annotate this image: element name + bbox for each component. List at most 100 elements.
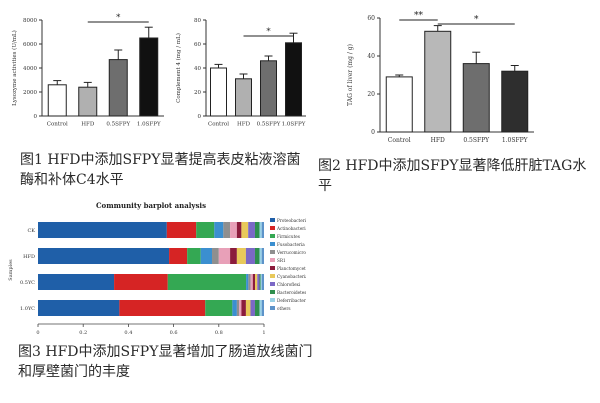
bar — [501, 70, 529, 133]
legend-label: Cyanobacteria — [277, 274, 306, 279]
legend-label: others — [277, 306, 291, 311]
x-tick-label: HFD — [81, 122, 95, 128]
y-tick-label: 40 — [194, 66, 201, 72]
figure3-caption: 图3 HFD中添加SFPY显著增加了肠道放线菌门 和厚壁菌门的丰度 — [18, 342, 318, 382]
y-axis-label: Complement 4 (mg / mL) — [175, 33, 182, 103]
legend-swatch — [270, 274, 275, 278]
complement-chart-panel: 0 20 40 60 80 Complement 4 (mg / mL) Control HF… — [172, 8, 312, 140]
x-tick-label: 0.5SFPY — [106, 122, 130, 128]
y-tick-label: 60 — [367, 15, 375, 22]
stacked-bar-segment — [119, 300, 206, 316]
stacked-bar-segment — [167, 274, 247, 290]
significance-marker: * — [266, 27, 271, 37]
stacked-bar-segment — [254, 248, 260, 264]
lysozyme-chart-panel: 0 2000 4000 6000 8000 Lysozyme activities (U/… — [8, 8, 170, 140]
bar — [108, 59, 128, 117]
stacked-bar-segment — [236, 222, 242, 238]
significance-marker: ** — [414, 11, 424, 21]
stacked-bar-segment — [212, 248, 219, 264]
stacked-bar-segment — [38, 222, 167, 238]
category-label: 0.5YC — [20, 280, 35, 286]
stacked-bar-segment — [223, 222, 231, 238]
x-tick-label: 1 — [262, 330, 265, 336]
stacked-bar-segment — [214, 222, 224, 238]
x-tick-label: 1.0SFPY — [137, 122, 161, 128]
figure3-caption-line1: 图3 HFD中添加SFPY显著增加了肠道放线菌门 — [18, 344, 313, 360]
bar — [47, 84, 67, 117]
figure1-caption-line1: 图1 HFD中添加SFPY显著提高表皮粘液溶菌 — [20, 152, 301, 168]
stacked-bar-segment — [166, 222, 197, 238]
bar — [260, 60, 277, 117]
stacked-bar-segment — [239, 300, 242, 316]
legend-swatch — [270, 234, 275, 238]
stacked-bar-segment — [236, 300, 240, 316]
stacked-bar-segment — [230, 248, 237, 264]
y-tick-label: 40 — [367, 53, 375, 60]
y-axis-label: TAG of liver (mg / g) — [347, 44, 354, 106]
complement-chart: 0 20 40 60 80 Complement 4 (mg / mL) Control HF… — [175, 18, 306, 128]
chart-title: Community barplot analysis — [96, 201, 206, 210]
figure1-caption-line2: 酶和补体C4水平 — [20, 172, 124, 188]
figure2-caption-line1: 图2 HFD中添加SFPY显著降低肝脏TAG水平 — [318, 158, 587, 194]
significance-marker: * — [474, 15, 479, 25]
x-tick-label: Control — [47, 122, 68, 128]
bar — [139, 37, 159, 117]
x-tick-label: 0.5SFPY — [257, 122, 281, 128]
stacked-bar-segment — [254, 300, 260, 316]
legend-swatch — [270, 298, 275, 302]
category-label: HFD — [23, 254, 35, 260]
stacked-bar-segment — [259, 274, 261, 290]
y-tick-label: 4000 — [23, 66, 37, 72]
y-tick-label: 8000 — [23, 18, 37, 24]
stacked-bar-segment — [254, 222, 260, 238]
stacked-bar-segment — [248, 222, 255, 238]
stacked-bar-segment — [232, 300, 237, 316]
stacked-bar-segment — [187, 248, 201, 264]
stacked-bar-segment — [261, 300, 264, 316]
legend-swatch — [270, 306, 275, 310]
stacked-bar-segment — [261, 248, 264, 264]
stacked-bar-segment — [248, 274, 251, 290]
stacked-bar-segment — [255, 274, 258, 290]
figure1-caption: 图1 HFD中添加SFPY显著提高表皮粘液溶菌 酶和补体C4水平 — [20, 150, 320, 190]
stacked-bar-segment — [114, 274, 168, 290]
x-tick-label: Control — [208, 122, 229, 128]
x-tick-label: Control — [388, 137, 411, 144]
legend-swatch — [270, 218, 275, 222]
y-axis-label: Samples — [8, 259, 14, 281]
y-tick-label: 0 — [34, 114, 38, 120]
stacked-bar-segment — [245, 248, 255, 264]
legend-label: Proteobacteria — [277, 218, 306, 223]
legend-swatch — [270, 242, 275, 246]
legend-label: Firmicutes — [277, 234, 300, 239]
x-tick-label: 1.0SFPY — [502, 137, 529, 144]
category-label: CK — [27, 228, 35, 234]
x-tick-label: HFD — [237, 122, 251, 128]
legend-label: Fusobacteria — [277, 242, 305, 247]
stacked-bar-segment — [196, 222, 215, 238]
legend-swatch — [270, 226, 275, 230]
x-tick-label: 0.6 — [170, 330, 178, 336]
stacked-bar-segment — [218, 248, 231, 264]
bar — [235, 78, 252, 117]
stacked-bar-segment — [169, 248, 188, 264]
stacked-bar-segment — [250, 274, 253, 290]
stacked-bar-segment — [38, 248, 170, 264]
y-tick-label: 2000 — [23, 90, 37, 96]
legend-label: Bacteroidetes — [277, 290, 306, 295]
stacked-bar-segment — [259, 300, 262, 316]
tag-liver-chart-panel: 0 20 40 60 TAG of liver (mg / g) Control HFD 0.… — [340, 6, 540, 146]
figure3-caption-line2: 和厚壁菌门的丰度 — [18, 364, 130, 380]
x-tick-label: 1.0SFPY — [282, 122, 306, 128]
y-tick-label: 0 — [371, 129, 375, 136]
bar — [210, 67, 227, 117]
stacked-bar-segment — [241, 222, 249, 238]
stacked-bar-segment — [257, 274, 260, 290]
y-tick-label: 6000 — [23, 42, 37, 48]
x-tick-label: 0.8 — [215, 330, 223, 336]
stacked-bar-segment — [230, 222, 237, 238]
legend-label: Chloroflexi — [277, 282, 301, 287]
bar — [285, 42, 302, 117]
community-barplot: Community barplot analysis Samples 0 0.2 0.4… — [8, 201, 313, 336]
legend-swatch — [270, 290, 275, 294]
